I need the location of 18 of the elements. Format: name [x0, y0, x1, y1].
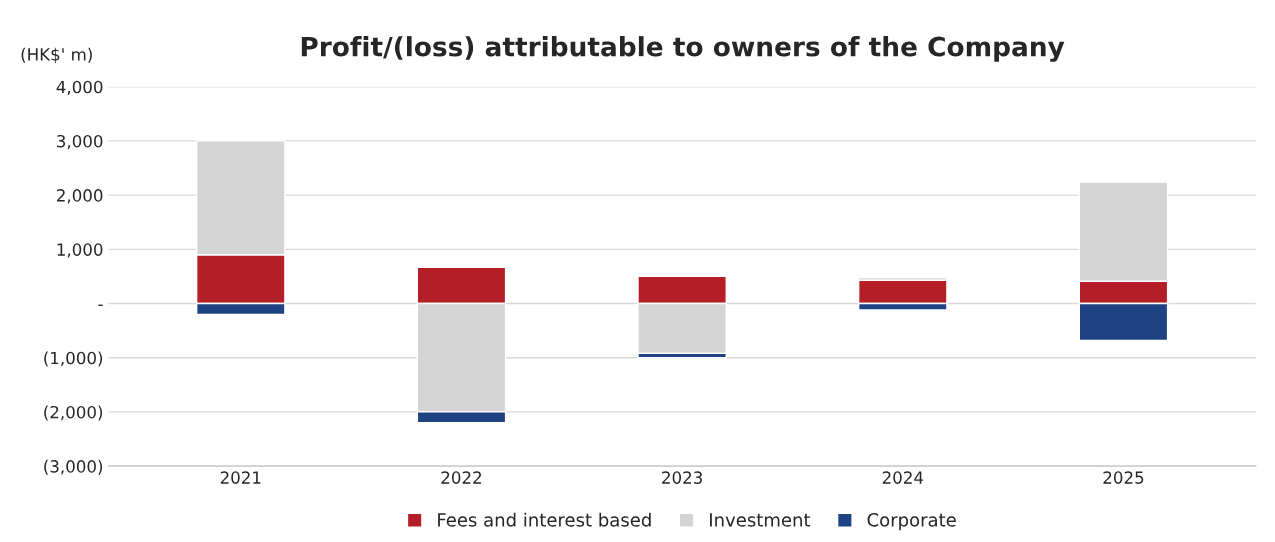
x-tick-label: 2021: [220, 471, 261, 484]
x-tick-label: 2022: [441, 471, 481, 484]
y-tick-label: -: [98, 304, 103, 306]
chart-title: Profit/(loss) attributable to owners of the Company: [301, 36, 1065, 62]
x-tick-label: 2025: [1103, 471, 1144, 484]
x-tick-label: 2024: [882, 471, 924, 484]
legend-label: Fees and interest based: [438, 512, 651, 527]
y-tick-label: 1,000: [57, 243, 103, 258]
legend-label: Corporate: [867, 513, 956, 531]
y-tick-label: (1,000): [44, 351, 103, 367]
y-tick-label: 3,000: [57, 134, 103, 150]
y-tick-label: (3,000): [44, 459, 103, 475]
x-tick-label: 2023: [662, 471, 702, 484]
y-tick-label: (2,000): [44, 405, 103, 421]
y-axis-title: (HK$' m): [21, 47, 92, 63]
y-tick-label: 2,000: [57, 189, 103, 204]
legend-label: Investment: [710, 513, 811, 527]
y-tick-label: 4,000: [56, 80, 103, 95]
